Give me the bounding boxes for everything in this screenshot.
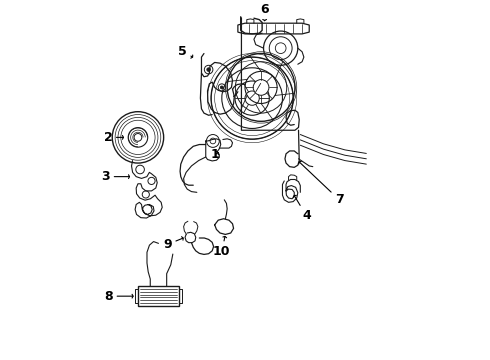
- Text: 1: 1: [211, 148, 220, 161]
- Text: 8: 8: [104, 290, 133, 303]
- Text: 2: 2: [103, 131, 123, 144]
- Text: 7: 7: [299, 161, 343, 206]
- Text: 9: 9: [163, 237, 183, 251]
- Circle shape: [245, 91, 259, 105]
- Circle shape: [220, 86, 223, 89]
- Text: 6: 6: [260, 3, 269, 21]
- Text: 4: 4: [293, 195, 311, 222]
- Circle shape: [253, 80, 269, 95]
- Text: 3: 3: [101, 170, 129, 183]
- Circle shape: [207, 68, 210, 71]
- Text: 5: 5: [178, 45, 193, 58]
- Text: 10: 10: [213, 237, 231, 258]
- Circle shape: [134, 134, 142, 141]
